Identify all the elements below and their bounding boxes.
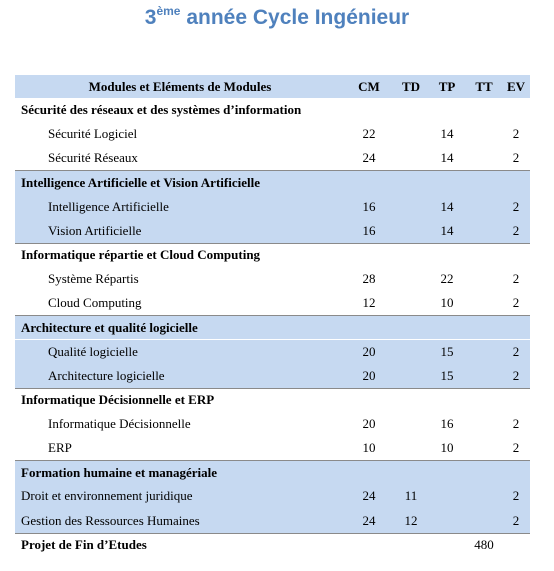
header-cell: TP	[438, 78, 456, 94]
item-row: ERP 10 10 2	[15, 436, 530, 460]
item-name: Cloud Computing	[48, 295, 142, 311]
title-sup: ème	[156, 4, 181, 18]
item-name: Informatique Décisionnelle	[48, 416, 191, 431]
cell-cm: 20	[362, 343, 376, 359]
cell-ev: 2	[512, 126, 520, 142]
cell-ev: 2	[512, 222, 520, 238]
cell-cm: 24	[362, 150, 376, 166]
group-row: Formation humaine et managériale	[15, 460, 530, 485]
item-name: Gestion des Ressources Humaines	[21, 512, 200, 528]
item-name: ERP	[48, 440, 72, 456]
group-row: Informatique répartie et Cloud Computing	[15, 242, 530, 267]
cell-ev: 2	[512, 150, 520, 166]
cell-cm: 28	[362, 271, 376, 287]
cell-tp: 14	[440, 150, 454, 166]
cell-cm: 12	[362, 295, 376, 311]
group-name: Informatique répartie et Cloud Computing	[21, 247, 261, 263]
cell-cm: 24	[362, 512, 376, 528]
final-name: Projet de Fin d’Etudes	[21, 537, 147, 553]
header-row: Modules et Eléments de Modules CM TD TP TT EV	[15, 75, 530, 98]
item-row: Gestion des Ressources Humaines 24 12 2	[15, 508, 530, 533]
title-text: 3	[144, 6, 157, 29]
cell-ev: 2	[512, 198, 520, 214]
group-name: Intelligence Artificielle et Vision Arti…	[21, 175, 260, 190]
cell-td: 12	[404, 512, 418, 528]
header-cell: TD	[401, 78, 421, 94]
group-row: Intelligence Artificielle et Vision Arti…	[15, 170, 530, 195]
cell-tp: 14	[440, 222, 454, 238]
item-name: Système Répartis	[48, 271, 139, 287]
item-name: Sécurité Logiciel	[48, 126, 138, 142]
cell-tp: 15	[440, 343, 454, 359]
cell-tp: 10	[440, 295, 454, 311]
item-row: Sécurité Logiciel 22 14 2	[15, 122, 530, 146]
header-cell: TT	[475, 78, 493, 94]
item-row: Système Répartis 28 22 2	[15, 267, 530, 291]
cell-tp: 14	[440, 198, 454, 214]
cell-cm: 22	[362, 126, 376, 142]
group-name: Formation humaine et managériale	[21, 464, 218, 480]
cell-tp: 10	[440, 440, 454, 456]
item-row: Cloud Computing 12 10 2	[15, 291, 530, 315]
cell-ev: 2	[512, 367, 520, 383]
cell-ev: 2	[512, 512, 520, 528]
cell-cm: 20	[362, 367, 376, 383]
item-row: Architecture logicielle 20 15 2	[15, 363, 530, 388]
header-cell: EV	[506, 78, 526, 94]
group-row: Informatique Décisionnelle et ERP	[15, 387, 530, 412]
page-title: 3ème année Cycle Ingénieur	[0, 4, 554, 30]
item-row: Informatique Décisionnelle 20 16 2	[15, 412, 530, 436]
item-row: Sécurité Réseaux 24 14 2	[15, 146, 530, 170]
group-name: Informatique Décisionnelle et ERP	[21, 392, 215, 408]
group-name: Sécurité des réseaux et des systèmes d’i…	[21, 102, 302, 118]
cell-tt: 480	[474, 537, 494, 553]
cell-cm: 10	[362, 440, 376, 456]
cell-cm: 16	[362, 198, 376, 214]
cell-ev: 2	[512, 416, 520, 431]
header-cell: CM	[358, 78, 380, 94]
cell-cm: 20	[362, 416, 376, 431]
cell-tp: 22	[440, 271, 454, 287]
item-name: Vision Artificielle	[48, 222, 142, 238]
title-text: année Cycle Ingénieur	[180, 6, 410, 29]
cell-cm: 24	[362, 488, 376, 504]
header-cell: Modules et Eléments de Modules	[88, 78, 272, 94]
group-row: Architecture et qualité logicielle	[15, 315, 530, 340]
item-name: Architecture logicielle	[48, 367, 165, 383]
item-row: Droit et environnement juridique 24 11 2	[15, 484, 530, 509]
item-row: Qualité logicielle 20 15 2	[15, 339, 530, 364]
cell-tp: 14	[440, 126, 454, 142]
final-row: Projet de Fin d’Etudes 480	[15, 532, 530, 557]
item-name: Droit et environnement juridique	[21, 488, 193, 504]
item-row: Vision Artificielle 16 14 2	[15, 218, 530, 243]
cell-ev: 2	[512, 271, 520, 287]
cell-ev: 2	[512, 343, 520, 359]
group-row: Sécurité des réseaux et des systèmes d’i…	[15, 98, 530, 122]
cell-tp: 16	[440, 416, 454, 431]
item-name: Sécurité Réseaux	[48, 150, 138, 166]
cell-td: 11	[404, 488, 418, 504]
item-name: Intelligence Artificielle	[48, 198, 169, 214]
cell-ev: 2	[512, 295, 520, 311]
cell-cm: 16	[362, 222, 376, 238]
item-name: Qualité logicielle	[48, 343, 138, 359]
cell-ev: 2	[512, 440, 520, 456]
item-row: Intelligence Artificielle 16 14 2	[15, 194, 530, 219]
cell-tp: 15	[440, 367, 454, 383]
table: Modules et Eléments de Modules CM TD TP TT EV…	[15, 75, 530, 559]
cell-ev: 2	[512, 488, 520, 504]
group-name: Architecture et qualité logicielle	[21, 319, 198, 335]
